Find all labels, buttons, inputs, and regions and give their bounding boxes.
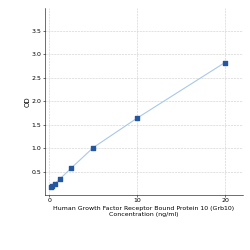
Point xyxy=(135,116,139,120)
Point xyxy=(50,184,54,188)
Point xyxy=(58,176,62,180)
Point xyxy=(91,146,95,150)
Point xyxy=(53,182,57,186)
X-axis label: Human Growth Factor Receptor Bound Protein 10 (Grb10)
Concentration (ng/ml): Human Growth Factor Receptor Bound Prote… xyxy=(53,206,234,217)
Point xyxy=(69,166,73,170)
Point xyxy=(223,60,227,64)
Y-axis label: OD: OD xyxy=(24,96,30,106)
Point xyxy=(49,185,53,189)
